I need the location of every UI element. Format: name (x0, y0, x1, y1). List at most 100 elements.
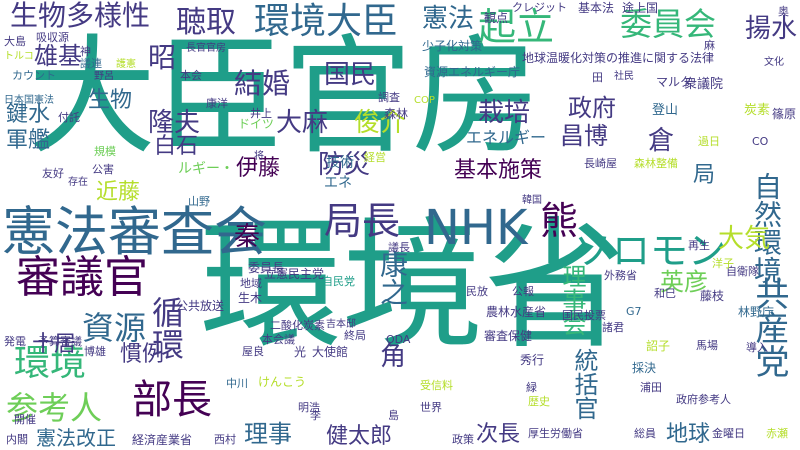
word: 自衛隊 (726, 265, 759, 278)
word: 角 (380, 342, 407, 372)
word: 憲法改正 (36, 426, 116, 450)
word: 秦 (234, 222, 261, 252)
word: 共産党 (749, 276, 789, 378)
word: 公害 (92, 163, 114, 176)
word: 存在 (68, 177, 88, 188)
word: 森林 (384, 107, 409, 121)
word: 国民 (324, 60, 377, 90)
word: エネルギー (466, 128, 547, 147)
word: 経営 (364, 151, 386, 164)
word: 藤枝 (700, 289, 725, 303)
word: 衆議院 (684, 77, 724, 92)
word: 理事 (244, 420, 292, 448)
word: 開催 (14, 413, 36, 426)
word: 生物多様性 (10, 0, 151, 32)
word: 鍵水 (6, 102, 51, 127)
word: 国民投票 (562, 309, 606, 322)
word: 憲法審査会 (2, 202, 267, 263)
word: 島 (388, 409, 399, 422)
word: 発電 (4, 335, 26, 348)
word: 康之 (376, 250, 409, 306)
word: 受信料 (420, 379, 453, 392)
word: 付託 (58, 111, 80, 124)
word: 森林整備 (634, 157, 678, 170)
word: 公報 (512, 285, 534, 298)
word: 本会議 (262, 333, 295, 346)
word: 起立 (478, 5, 555, 49)
word: 内閣 (6, 433, 28, 446)
word: 秀行 (520, 353, 545, 367)
word: 日本国憲法 (4, 95, 54, 106)
word: 導入 (746, 341, 768, 354)
word: 大島 (4, 35, 26, 48)
word: 終局 (344, 329, 366, 342)
word: 聴取 (176, 5, 236, 40)
word: 金曜日 (712, 427, 745, 440)
word: 自民党 (322, 275, 355, 288)
word: カウント (12, 69, 56, 82)
word: 厚生労働省 (528, 427, 583, 440)
word: 中川 (226, 377, 248, 390)
word: 護憲 (116, 59, 136, 70)
word: 議連 (80, 57, 102, 70)
word: 部長 (132, 377, 212, 423)
word: CO (752, 135, 769, 148)
word: 李 (310, 409, 321, 422)
word: 経済産業省 (132, 433, 193, 447)
word: 友好 (42, 167, 64, 180)
word: 政策 (452, 433, 474, 446)
word: 採決 (632, 361, 657, 375)
word: 立憲民主党 (264, 267, 325, 281)
word: 栽培 (478, 98, 531, 128)
word: 理事会 (558, 264, 586, 336)
word: 軍艦 (6, 128, 51, 153)
word: 英彦 (660, 268, 708, 296)
word: 二酸化炭素 (270, 319, 325, 332)
word: 将 (254, 151, 264, 162)
word: 地球 (666, 422, 711, 447)
word: 俊介 (354, 108, 407, 138)
word: 吸収源 (36, 31, 69, 44)
word: 康洋 (206, 97, 228, 110)
word: 奥 (778, 5, 789, 18)
word: 大麻 (276, 108, 329, 138)
word: G7 (626, 305, 642, 318)
word: 局長 (324, 199, 401, 243)
word: 西村 (214, 433, 236, 446)
word: 参考人 (6, 389, 103, 427)
word: クレジット (512, 1, 567, 14)
word: 大使館 (312, 345, 349, 359)
word: 揚水 (745, 14, 798, 44)
word: 明浩 (298, 401, 320, 414)
word: 韓国 (522, 195, 542, 206)
word: 神 (80, 45, 91, 58)
word: エネ (324, 175, 352, 191)
word: 基本施策 (454, 158, 543, 183)
word: 防災 (318, 150, 371, 180)
word: 詔子 (646, 339, 671, 353)
word: 資源エネルギー庁 (424, 65, 521, 79)
word: 伊藤 (236, 156, 281, 181)
word: 隆夫 (148, 108, 201, 138)
word: 過日 (698, 135, 720, 148)
word: 憲法 (422, 4, 475, 34)
word: 少子化対策 (422, 39, 483, 53)
word: 再生 (688, 239, 710, 252)
word: 文化 (764, 57, 784, 68)
word: 委員会 (620, 5, 717, 43)
word: 環境大臣 (254, 1, 399, 42)
word: 資源 (82, 309, 147, 347)
word: 熊 (540, 199, 579, 243)
word: NHK (424, 200, 528, 256)
word: ODA (386, 333, 411, 346)
word: 赤瀬 (766, 427, 788, 440)
word: 浦田 (640, 381, 662, 394)
word: 山野 (188, 195, 210, 208)
word: 環境 (14, 343, 87, 384)
word: 大臣官房 (28, 23, 541, 172)
word: 篠原 (772, 107, 797, 121)
word: 政府 (568, 94, 616, 122)
word: ルギー・ (178, 161, 234, 177)
word: 審査保健 (484, 329, 533, 343)
word: 委員長 (248, 261, 285, 275)
